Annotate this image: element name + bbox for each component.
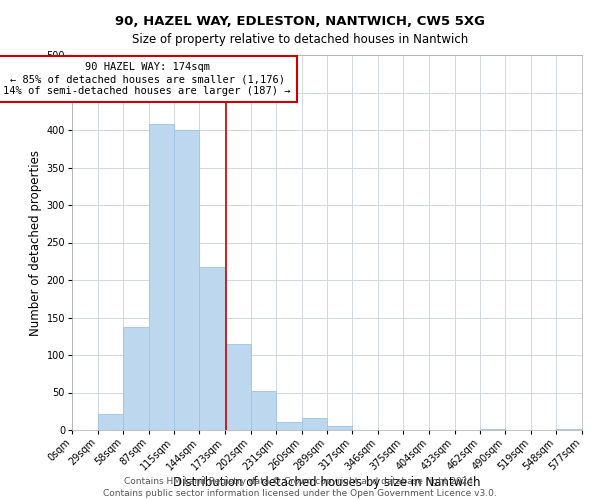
Bar (302, 418, 328, 430)
Bar (556, 429, 582, 430)
Bar (149, 124, 173, 430)
X-axis label: Distribution of detached houses by size in Nantwich: Distribution of detached houses by size … (173, 476, 481, 489)
Bar (251, 391, 276, 430)
Bar (173, 130, 199, 430)
Text: 90 HAZEL WAY: 174sqm
← 85% of detached houses are smaller (1,176)
14% of semi-de: 90 HAZEL WAY: 174sqm ← 85% of detached h… (4, 62, 291, 96)
Bar (276, 422, 302, 430)
Text: Size of property relative to detached houses in Nantwich: Size of property relative to detached ho… (132, 32, 468, 46)
Bar (98, 414, 123, 430)
Y-axis label: Number of detached properties: Number of detached properties (29, 150, 42, 336)
Bar (123, 326, 149, 430)
Bar (481, 429, 505, 430)
Text: Contains HM Land Registry data © Crown copyright and database right 2024.
Contai: Contains HM Land Registry data © Crown c… (103, 476, 497, 498)
Bar (225, 344, 251, 430)
Bar (328, 426, 352, 430)
Bar (199, 266, 225, 430)
Text: 90, HAZEL WAY, EDLESTON, NANTWICH, CW5 5XG: 90, HAZEL WAY, EDLESTON, NANTWICH, CW5 5… (115, 15, 485, 28)
